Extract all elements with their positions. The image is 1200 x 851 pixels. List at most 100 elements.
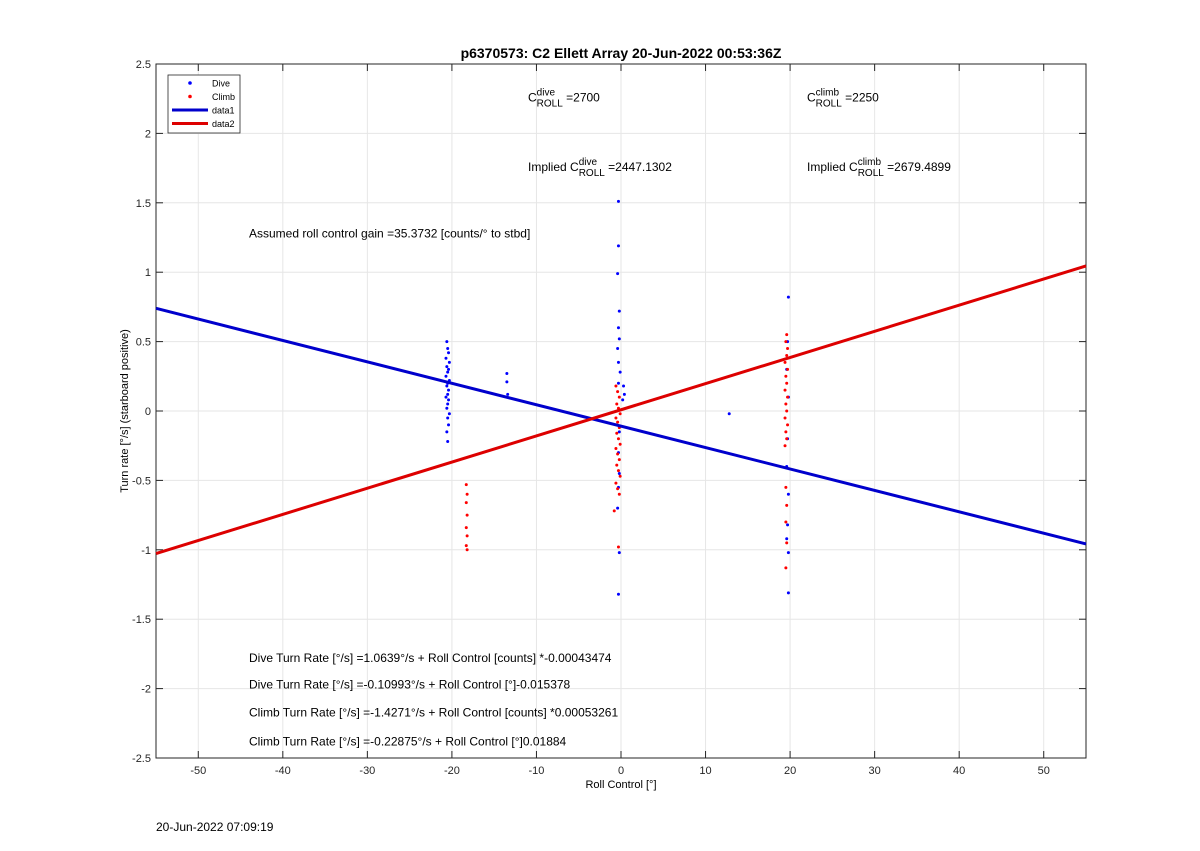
point-climb bbox=[785, 503, 789, 507]
point-climb bbox=[784, 402, 788, 406]
x-tick-label: 40 bbox=[953, 765, 965, 777]
point-dive bbox=[616, 199, 620, 203]
annotation-text: Climb Turn Rate [°/s] =-0.22875°/s + Rol… bbox=[249, 735, 567, 749]
point-dive bbox=[622, 392, 626, 396]
x-tick-label: 20 bbox=[784, 765, 796, 777]
point-dive bbox=[445, 430, 449, 434]
x-tick-label: -20 bbox=[444, 765, 460, 777]
x-tick-label: 50 bbox=[1038, 765, 1050, 777]
point-dive bbox=[727, 412, 731, 416]
point-dive bbox=[617, 551, 621, 555]
point-dive bbox=[505, 372, 509, 376]
point-dive bbox=[616, 381, 620, 385]
point-climb bbox=[783, 388, 787, 392]
fit-lines bbox=[155, 264, 1087, 556]
point-dive bbox=[786, 295, 790, 299]
point-climb bbox=[616, 545, 620, 549]
fit-line-data2 bbox=[155, 264, 1087, 556]
data-series bbox=[444, 199, 790, 596]
point-dive bbox=[447, 367, 451, 371]
x-tick-label: -30 bbox=[359, 765, 375, 777]
point-dive bbox=[445, 406, 449, 410]
point-dive bbox=[622, 384, 626, 388]
point-dive bbox=[786, 591, 790, 595]
point-climb bbox=[783, 360, 787, 364]
point-dive bbox=[446, 440, 450, 444]
point-climb bbox=[465, 513, 469, 517]
point-climb bbox=[785, 437, 789, 441]
point-climb bbox=[616, 437, 620, 441]
point-climb bbox=[464, 483, 468, 487]
point-climb bbox=[614, 416, 618, 420]
point-climb bbox=[617, 395, 621, 399]
point-climb bbox=[616, 487, 620, 491]
point-dive bbox=[447, 351, 451, 355]
annotation-text: Climb Turn Rate [°/s] =-1.4271°/s + Roll… bbox=[249, 705, 618, 719]
legend: Dive Climb data1 data2 bbox=[167, 74, 241, 134]
point-dive bbox=[617, 309, 621, 313]
point-climb bbox=[786, 423, 790, 427]
point-dive bbox=[445, 365, 449, 369]
print-timestamp: 20-Jun-2022 07:09:19 bbox=[156, 820, 274, 834]
annotation-coefficient: Implied Cclimb ROLL =2679.4899 bbox=[807, 157, 951, 179]
point-dive bbox=[446, 416, 450, 420]
point-climb bbox=[618, 412, 622, 416]
point-dive bbox=[616, 347, 620, 351]
point-dive bbox=[446, 370, 450, 374]
point-dive bbox=[447, 388, 451, 392]
y-tick-label: -1 bbox=[141, 545, 151, 557]
point-dive bbox=[445, 384, 449, 388]
x-tick-label: 10 bbox=[699, 765, 711, 777]
point-climb bbox=[784, 566, 788, 570]
point-climb bbox=[465, 534, 469, 538]
annotations: Cdive ROLL =2700 Cclimb ROLL =2250 Implied C… bbox=[249, 87, 951, 748]
annotation-text: Dive Turn Rate [°/s] =-0.10993°/s + Roll… bbox=[249, 678, 571, 692]
point-dive bbox=[786, 523, 790, 527]
y-tick-label: 0.5 bbox=[136, 337, 151, 349]
point-climb bbox=[784, 340, 788, 344]
point-climb bbox=[785, 409, 789, 413]
point-climb bbox=[614, 384, 618, 388]
point-climb bbox=[785, 381, 789, 385]
legend-label: data2 bbox=[212, 119, 235, 129]
point-dive bbox=[616, 506, 620, 510]
point-climb bbox=[615, 431, 619, 435]
annotation-text: Dive Turn Rate [°/s] =1.0639°/s + Roll C… bbox=[249, 651, 612, 665]
point-dive bbox=[616, 360, 620, 364]
point-dive bbox=[617, 430, 621, 434]
point-climb bbox=[784, 374, 788, 378]
y-axis-label: Turn rate [°/s] (starboard positive) bbox=[119, 329, 131, 493]
point-climb bbox=[784, 430, 788, 434]
point-climb bbox=[464, 501, 468, 505]
point-climb bbox=[616, 469, 620, 473]
point-climb bbox=[786, 395, 790, 399]
point-climb bbox=[465, 492, 469, 496]
point-dive bbox=[447, 412, 451, 416]
legend-marker bbox=[188, 94, 192, 99]
legend-label: data1 bbox=[212, 106, 235, 116]
point-dive bbox=[444, 374, 448, 378]
point-dive bbox=[444, 356, 448, 360]
y-tick-label: 0 bbox=[145, 406, 151, 418]
x-tick-label: 0 bbox=[618, 765, 624, 777]
point-dive bbox=[446, 402, 450, 406]
point-climb bbox=[612, 509, 616, 513]
point-climb bbox=[464, 544, 468, 548]
point-climb bbox=[617, 492, 621, 496]
point-climb bbox=[783, 416, 787, 420]
x-axis-label: Roll Control [°] bbox=[585, 779, 656, 791]
point-dive bbox=[786, 492, 790, 496]
fit-line-data1 bbox=[155, 306, 1087, 546]
point-climb bbox=[784, 485, 788, 489]
point-dive bbox=[506, 392, 510, 396]
point-climb bbox=[783, 444, 787, 448]
point-climb bbox=[616, 452, 620, 456]
axis-ticks: -50 -40 -30 -20 -10 0 10 20 30 40 50-2.5-2-1.5-1-0… bbox=[132, 59, 1086, 777]
annotation-coefficient: Implied Cdive ROLL =2447.1302 bbox=[528, 157, 672, 179]
x-tick-label: -10 bbox=[529, 765, 545, 777]
annotation-coefficient: Cclimb ROLL =2250 bbox=[807, 87, 879, 109]
point-dive bbox=[616, 272, 620, 276]
y-tick-label: 1.5 bbox=[136, 198, 151, 210]
y-tick-label: 2 bbox=[145, 128, 151, 140]
